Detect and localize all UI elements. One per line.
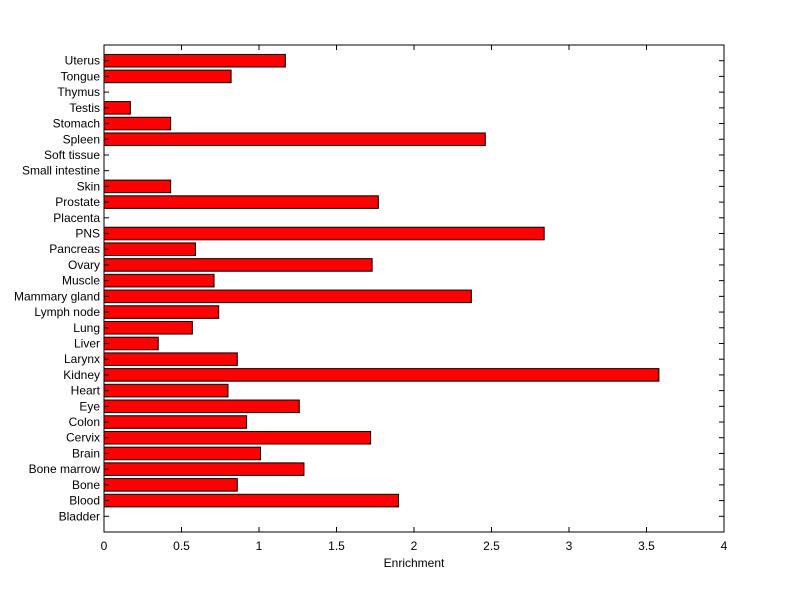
x-tick-label-4: 4 — [721, 539, 728, 553]
y-tick-label-lung: Lung — [73, 321, 100, 335]
bar-muscle — [103, 273, 215, 288]
y-tick-label-thymus: Thymus — [57, 85, 100, 99]
x-tick-label-1: 1 — [256, 539, 263, 553]
y-tick-label-brain: Brain — [72, 446, 100, 460]
x-tick-label-0: 0 — [101, 539, 108, 553]
y-tick-label-bladder: Bladder — [59, 509, 100, 523]
x-tick-label-2: 2 — [411, 539, 418, 553]
y-tick-label-liver: Liver — [74, 336, 100, 350]
bar-stomach — [103, 116, 172, 131]
bar-larynx — [103, 352, 238, 366]
y-tick-label-small-intestine: Small intestine — [22, 164, 100, 178]
y-tick-label-kidney: Kidney — [63, 368, 100, 382]
bar-bone-marrow — [103, 462, 305, 476]
x-tick-label-1-5: 1.5 — [328, 539, 345, 553]
y-tick-label-colon: Colon — [69, 415, 100, 429]
bar-lung — [103, 320, 193, 335]
bar-pns — [103, 226, 545, 241]
bar-cervix — [103, 430, 372, 445]
bar-ovary — [103, 258, 373, 272]
bar-bone — [103, 478, 238, 492]
bar-blood — [103, 493, 399, 508]
bar-brain — [103, 446, 262, 461]
bar-colon — [103, 415, 248, 429]
y-tick-label-bone: Bone — [72, 478, 100, 492]
y-tick-label-blood: Blood — [69, 494, 100, 508]
y-tick-label-heart: Heart — [71, 384, 101, 398]
y-tick-label-tongue: Tongue — [61, 69, 101, 83]
bar-spleen — [103, 132, 486, 147]
y-tick-label-spleen: Spleen — [63, 132, 100, 146]
y-tick-label-pns: PNS — [75, 227, 100, 241]
bar-pancreas — [103, 242, 196, 257]
bar-liver — [103, 336, 159, 351]
x-tick-label-2-5: 2.5 — [483, 539, 500, 553]
bar-tongue — [103, 69, 232, 84]
y-tick-label-mammary-gland: Mammary gland — [14, 289, 100, 303]
y-tick-label-eye: Eye — [79, 399, 100, 413]
bar-heart — [103, 383, 229, 398]
x-tick-label-0-5: 0.5 — [173, 539, 190, 553]
y-tick-label-lymph-node: Lymph node — [34, 305, 100, 319]
bar-prostate — [103, 195, 379, 209]
y-tick-label-prostate: Prostate — [55, 195, 100, 209]
bar-uterus — [103, 53, 286, 68]
y-tick-label-muscle: Muscle — [62, 274, 100, 288]
y-tick-label-stomach: Stomach — [53, 117, 100, 131]
y-tick-label-larynx: Larynx — [64, 352, 100, 366]
x-tick-label-3-5: 3.5 — [638, 539, 655, 553]
y-tick-label-ovary: Ovary — [68, 258, 100, 272]
x-tick-label-3: 3 — [566, 539, 573, 553]
bar-kidney — [103, 368, 660, 382]
y-tick-label-skin: Skin — [77, 179, 100, 193]
bar-mammary-gland — [103, 289, 472, 304]
plot-frame — [103, 44, 725, 533]
y-tick-label-testis: Testis — [69, 101, 100, 115]
bar-skin — [103, 179, 172, 194]
x-axis-label: Enrichment — [384, 556, 445, 570]
y-tick-label-soft-tissue: Soft tissue — [44, 148, 100, 162]
bar-lymph-node — [103, 305, 220, 319]
y-tick-label-uterus: Uterus — [65, 54, 100, 68]
x-ticks-group: 0 0.5 1 1.5 2 2.5 3 3.5 4 — [101, 45, 728, 553]
y-tick-label-pancreas: Pancreas — [49, 242, 100, 256]
y-tick-label-bone-marrow: Bone marrow — [29, 462, 101, 476]
y-tick-label-placenta: Placenta — [53, 211, 100, 225]
y-tick-label-cervix: Cervix — [66, 431, 100, 445]
bar-eye — [103, 399, 300, 414]
